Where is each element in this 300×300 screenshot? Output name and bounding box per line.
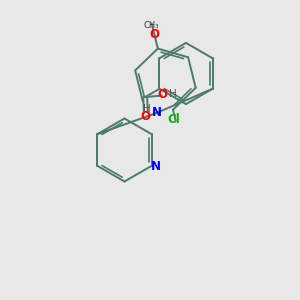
Text: O: O <box>150 28 160 41</box>
Text: Cl: Cl <box>168 113 181 126</box>
Text: CH₃: CH₃ <box>144 21 159 30</box>
Text: H: H <box>143 104 151 114</box>
Text: O: O <box>141 110 151 123</box>
Text: N: N <box>151 160 161 173</box>
Text: H: H <box>169 89 177 99</box>
Text: N: N <box>152 106 162 119</box>
Text: O: O <box>157 88 167 101</box>
